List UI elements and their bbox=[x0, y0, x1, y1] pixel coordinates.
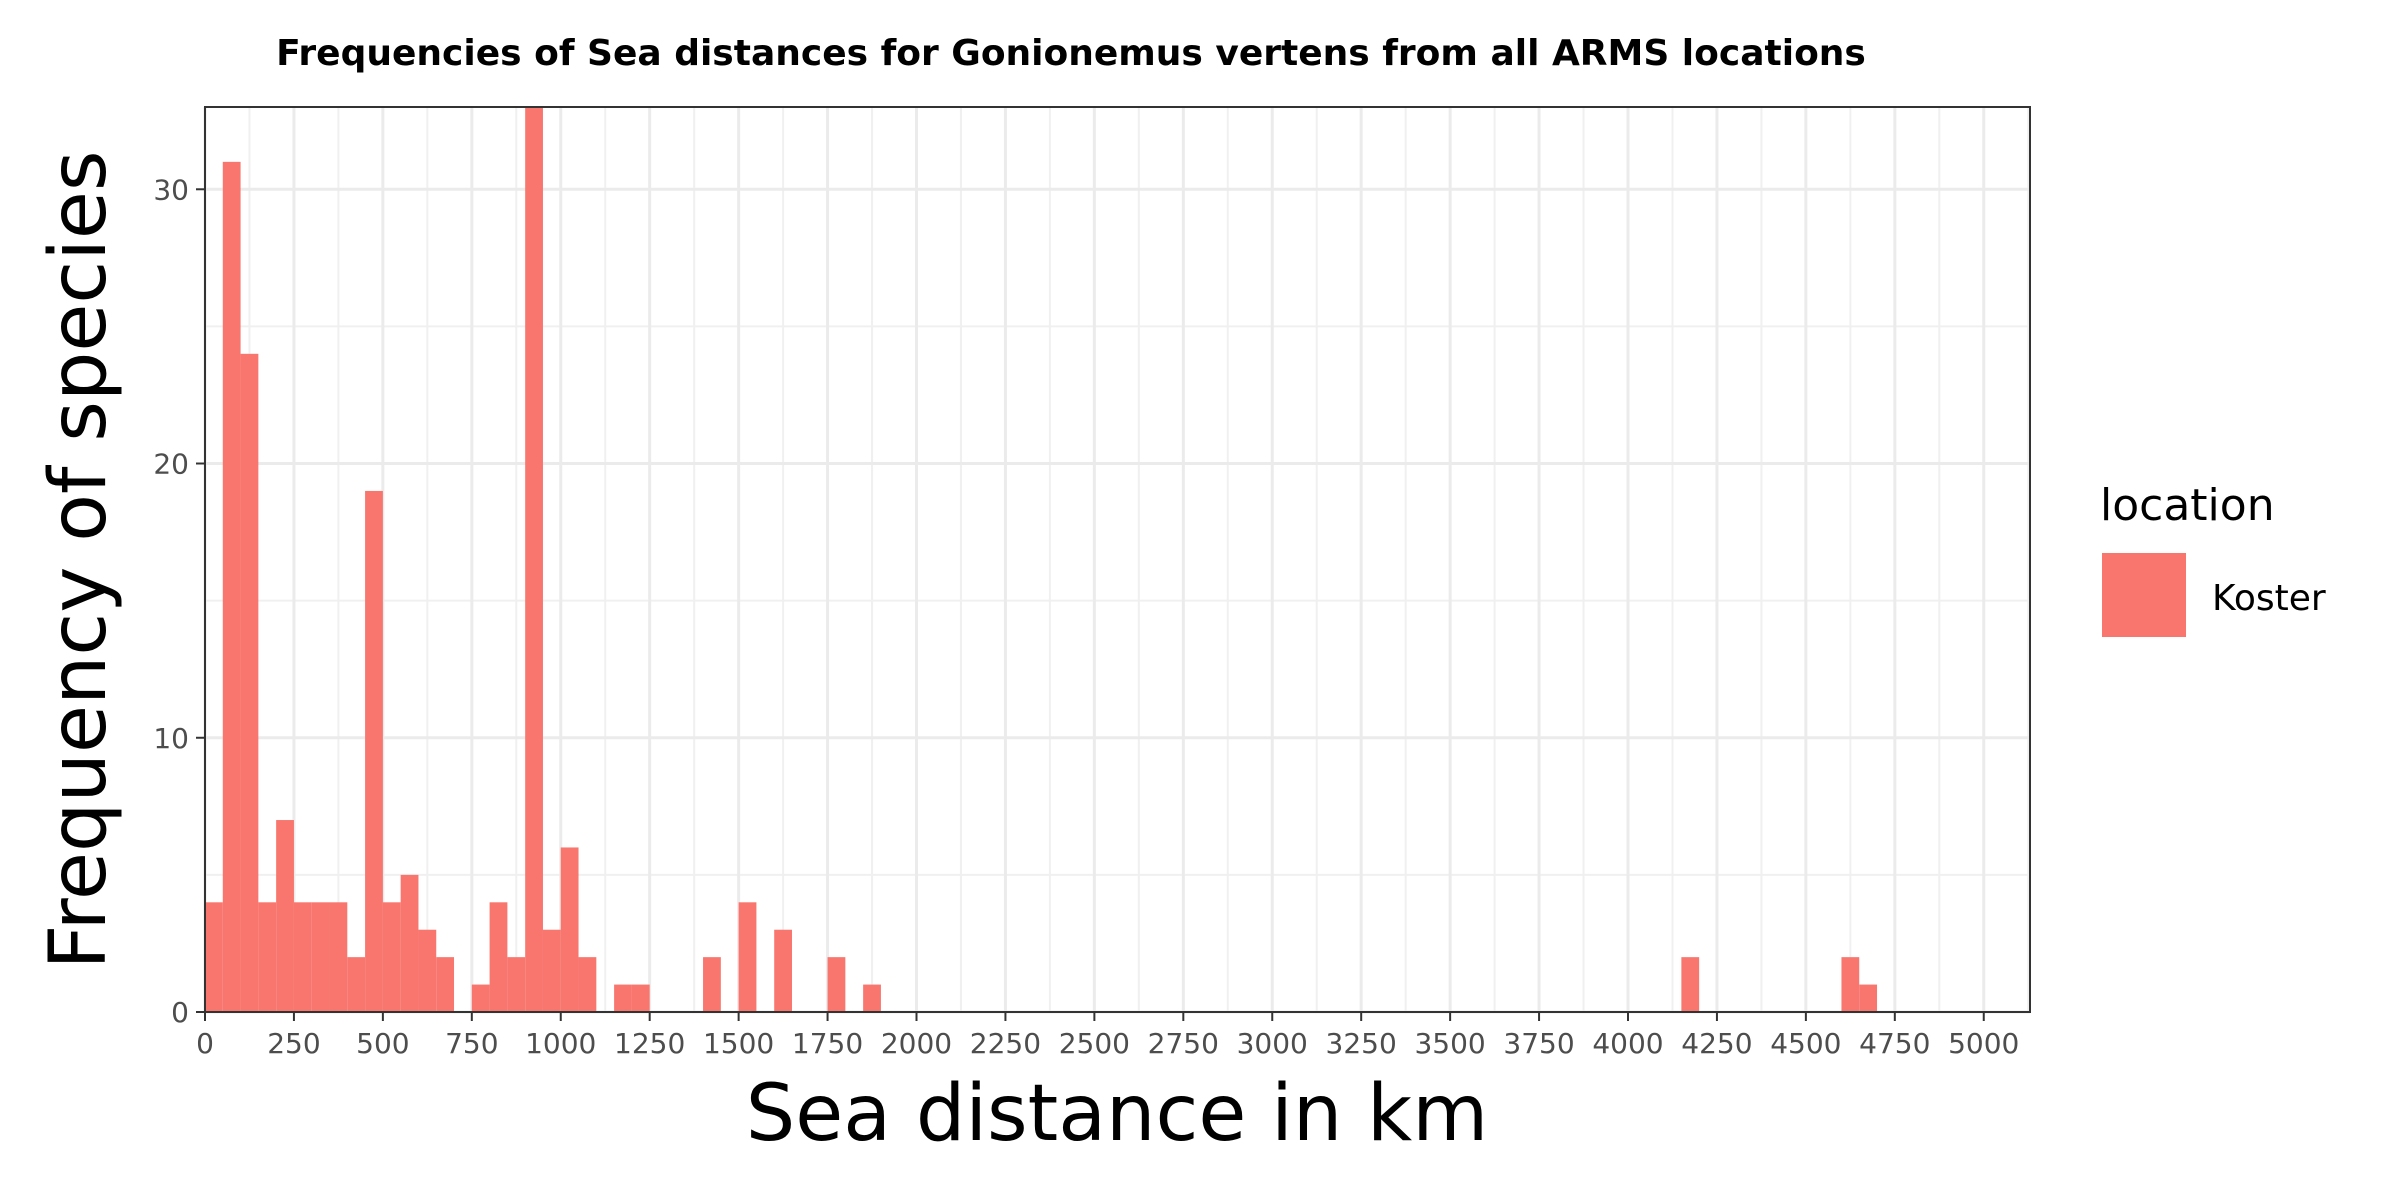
histogram-bar bbox=[631, 984, 650, 1012]
plot-background bbox=[205, 107, 2030, 1012]
histogram-bar bbox=[489, 902, 508, 1012]
histogram-bar bbox=[863, 984, 881, 1012]
x-tick-label: 1000 bbox=[525, 1027, 596, 1060]
x-tick-label: 1500 bbox=[703, 1027, 774, 1060]
histogram-bar bbox=[614, 984, 632, 1012]
histogram-bar bbox=[258, 902, 277, 1012]
histogram-bar bbox=[507, 957, 526, 1012]
histogram-bar bbox=[578, 957, 597, 1012]
histogram-bar bbox=[1841, 957, 1860, 1012]
legend-title: location bbox=[2100, 480, 2275, 531]
histogram-bar bbox=[738, 902, 757, 1012]
histogram-bar bbox=[471, 984, 490, 1012]
x-tick-label: 4750 bbox=[1859, 1027, 1930, 1060]
x-tick-label: 0 bbox=[196, 1027, 214, 1060]
histogram-bar bbox=[347, 957, 366, 1012]
y-tick-label: 20 bbox=[153, 448, 189, 481]
plot-border bbox=[204, 106, 2031, 1013]
histogram-bar bbox=[703, 957, 721, 1012]
x-tick-label: 2250 bbox=[970, 1027, 1041, 1060]
histogram-bars bbox=[205, 107, 1878, 1012]
histogram-bar bbox=[560, 847, 579, 1012]
x-tick-label: 5000 bbox=[1948, 1027, 2019, 1060]
y-axis-title: Frequency of species bbox=[34, 150, 124, 969]
histogram-bar bbox=[222, 161, 241, 1012]
y-axis: 0 10 20 30 bbox=[153, 173, 205, 1029]
x-tick-label: 1750 bbox=[792, 1027, 863, 1060]
x-tick-label: 250 bbox=[267, 1027, 320, 1060]
histogram-bar bbox=[525, 107, 543, 1012]
x-axis-title: Sea distance in km bbox=[746, 1069, 1488, 1159]
histogram-bar bbox=[382, 902, 401, 1012]
histogram-bar bbox=[293, 902, 312, 1012]
histogram-bar bbox=[542, 929, 561, 1012]
x-tick-label: 3750 bbox=[1503, 1027, 1574, 1060]
x-tick-label: 4250 bbox=[1681, 1027, 1752, 1060]
x-tick-label: 500 bbox=[356, 1027, 409, 1060]
legend-label-koster: Koster bbox=[2212, 578, 2326, 619]
y-tick-label: 30 bbox=[153, 173, 189, 206]
x-tick-label: 3500 bbox=[1414, 1027, 1485, 1060]
histogram-bar bbox=[1859, 984, 1878, 1012]
histogram-bar bbox=[774, 929, 792, 1012]
histogram-bar bbox=[329, 902, 348, 1012]
histogram-bar bbox=[311, 902, 330, 1012]
x-tick-label: 1250 bbox=[614, 1027, 685, 1060]
histogram-bar bbox=[400, 874, 419, 1012]
x-tick-label: 4500 bbox=[1770, 1027, 1841, 1060]
x-tick-label: 4000 bbox=[1592, 1027, 1663, 1060]
histogram-bar bbox=[205, 902, 223, 1012]
y-tick-label: 10 bbox=[153, 722, 189, 755]
histogram-bar bbox=[240, 353, 259, 1012]
x-tick-label: 3000 bbox=[1237, 1027, 1308, 1060]
x-axis: 0 250 500 750 1000 1250 1500 1750 2000 2250 2500 27… bbox=[196, 1012, 2019, 1060]
x-tick-label: 2000 bbox=[881, 1027, 952, 1060]
legend: location Koster bbox=[2100, 480, 2326, 637]
legend-key-koster bbox=[2102, 553, 2186, 637]
minor-gridlines bbox=[205, 107, 2030, 1012]
histogram-bar bbox=[827, 957, 846, 1012]
histogram-bar bbox=[436, 957, 455, 1012]
y-tick-label: 0 bbox=[171, 996, 189, 1029]
x-tick-label: 2750 bbox=[1148, 1027, 1219, 1060]
histogram-bar bbox=[276, 820, 294, 1012]
x-tick-label: 2500 bbox=[1059, 1027, 1130, 1060]
x-tick-label: 750 bbox=[445, 1027, 498, 1060]
plot-panel bbox=[203, 106, 2031, 1014]
histogram-bar bbox=[365, 490, 383, 1012]
histogram-bar bbox=[418, 929, 437, 1012]
chart-title: Frequencies of Sea distances for Gonione… bbox=[276, 33, 1866, 74]
x-tick-label: 3250 bbox=[1326, 1027, 1397, 1060]
histogram-bar bbox=[1681, 957, 1700, 1012]
